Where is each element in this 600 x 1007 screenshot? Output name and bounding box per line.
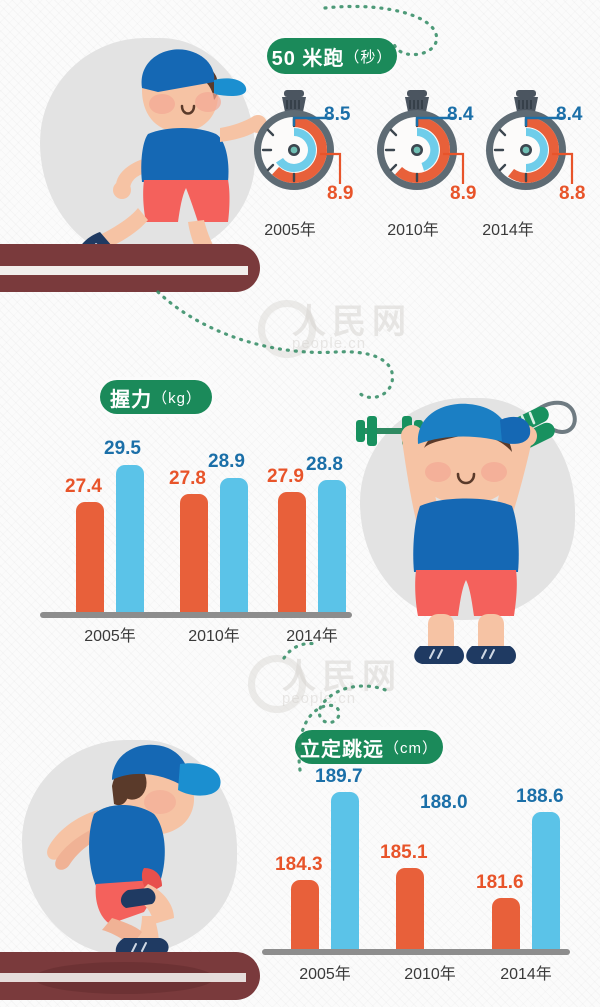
jump-label-blue-2005: 189.7 [315, 766, 363, 787]
section-sprint: 50 米跑 （秒） 8.5 8.9 2005年 [0, 0, 600, 300]
jump-bar-orange-2005 [291, 880, 319, 949]
sprint-value-orange-2005: 8.9 [327, 183, 354, 204]
grip-label-blue-2010: 28.9 [208, 451, 245, 472]
grip-bar-orange-2005 [76, 502, 104, 612]
sprint-value-blue-2005: 8.5 [324, 104, 351, 125]
jump-label-blue-2014: 188.6 [516, 786, 564, 807]
sprint-value-orange-2010: 8.9 [450, 183, 477, 204]
section-title-longjump-main: 立定跳远 [300, 738, 384, 761]
section-title-sprint-main: 50 米跑 [271, 47, 345, 70]
section-title-sprint: 50 米跑 （秒） [267, 38, 397, 74]
section-title-grip-main: 握力 [110, 388, 153, 411]
grip-year-2010: 2010年 [188, 628, 240, 645]
jump-bar-blue-2014 [532, 812, 560, 949]
grip-label-blue-2014: 28.8 [306, 454, 343, 475]
grip-bar-orange-2014 [278, 492, 306, 612]
stopwatch-2005 [254, 90, 342, 190]
sprint-value-blue-2014: 8.4 [556, 104, 583, 125]
sprint-year-2010: 2010年 [387, 222, 439, 239]
section-grip: 握力 （kg） 27.4 29.5 27.8 28.9 27.9 28.8 200… [0, 370, 600, 664]
jump-bar-orange-2010 [396, 868, 424, 949]
section-title-grip-unit: （kg） [152, 389, 202, 407]
jump-label-orange-2010: 185.1 [380, 842, 428, 863]
grip-label-orange-2014: 27.9 [267, 466, 304, 487]
jump-chart-axis [262, 949, 570, 955]
jump-year-2014: 2014年 [500, 966, 552, 983]
grip-year-2014: 2014年 [286, 628, 338, 645]
jump-bar-orange-2014 [492, 898, 520, 949]
dotted-path-2 [282, 641, 392, 772]
sprint-value-blue-2010: 8.4 [447, 104, 474, 125]
section-title-longjump: 立定跳远 （cm） [295, 730, 443, 764]
section-title-longjump-unit: （cm） [384, 739, 438, 757]
stopwatch-2014 [486, 90, 574, 190]
sprint-year-2014: 2014年 [482, 222, 534, 239]
jump-year-2010: 2010年 [404, 966, 456, 983]
jump-label-orange-2014: 181.6 [476, 872, 524, 893]
grip-year-2005: 2005年 [84, 628, 136, 645]
stopwatch-2010 [377, 90, 465, 190]
jump-year-2005: 2005年 [299, 966, 351, 983]
section-title-grip: 握力 （kg） [100, 380, 212, 414]
grip-chart-axis [40, 612, 352, 618]
track-lane-stripe [0, 266, 248, 275]
sprint-year-2005: 2005年 [264, 222, 316, 239]
grip-label-blue-2005: 29.5 [104, 438, 141, 459]
illustration-weightlifting-boy [356, 400, 577, 664]
jump-label-orange-2005: 184.3 [275, 854, 323, 875]
grip-label-orange-2005: 27.4 [65, 476, 102, 497]
grip-bar-blue-2010 [220, 478, 248, 612]
jump-track-lane-stripe [0, 973, 246, 982]
grip-bar-orange-2010 [180, 494, 208, 612]
section-longjump: 立定跳远 （cm） 184.3 189.7 185.1 188.0 181.6 1… [0, 730, 600, 1007]
dotted-path-1 [156, 4, 439, 400]
jump-bar-blue-2005 [331, 792, 359, 949]
grip-label-orange-2010: 27.8 [169, 468, 206, 489]
grip-bar-blue-2005 [116, 465, 144, 612]
sprint-value-orange-2014: 8.8 [559, 183, 586, 204]
jump-label-blue-2010: 188.0 [420, 792, 468, 813]
grip-bar-blue-2014 [318, 480, 346, 612]
illustration-jumping-boy [47, 744, 221, 960]
section-title-sprint-unit: （秒） [344, 48, 393, 66]
